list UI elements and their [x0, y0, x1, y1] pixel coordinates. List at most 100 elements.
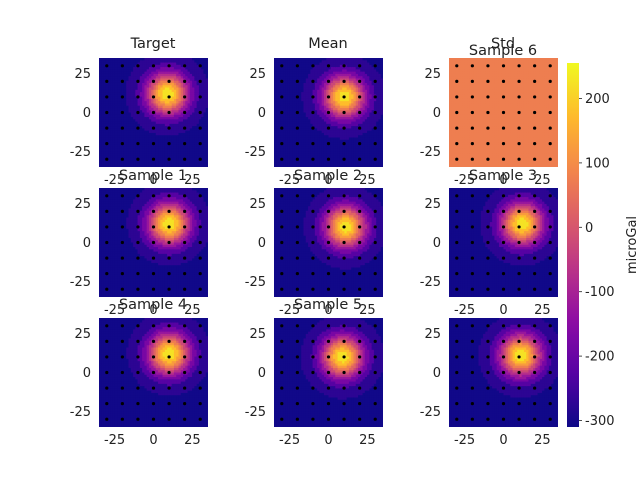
observation-point: [517, 194, 521, 198]
colorbar-tick-label: 200: [585, 92, 610, 107]
observation-point: [311, 324, 315, 328]
observation-point: [167, 142, 171, 146]
observation-point: [455, 157, 459, 161]
observation-point: [295, 209, 299, 213]
observation-point: [373, 240, 377, 245]
observation-point: [342, 142, 346, 146]
observation-point: [326, 386, 331, 390]
observation-point: [486, 272, 490, 276]
observation-point: [486, 110, 490, 115]
observation-point: [501, 240, 506, 245]
observation-point: [183, 126, 187, 130]
observation-point: [136, 194, 140, 198]
observation-point: [373, 272, 377, 276]
observation-point: [105, 64, 109, 68]
observation-point: [120, 110, 124, 115]
y-tick-label: 25: [424, 67, 441, 82]
observation-point: [105, 157, 109, 161]
observation-point: [295, 95, 299, 99]
observation-point: [183, 272, 187, 276]
y-tick-label: 0: [433, 106, 441, 121]
observation-point: [280, 402, 284, 406]
observation-point: [167, 126, 171, 130]
colorbar-gradient: [567, 63, 579, 427]
observation-point: [151, 287, 156, 291]
observation-point: [105, 370, 109, 375]
observation-point: [167, 417, 171, 421]
observation-point: [198, 272, 202, 276]
observation-point: [455, 95, 459, 99]
observation-point: [455, 256, 459, 260]
observation-point: [183, 287, 187, 291]
y-tick-label: 0: [433, 366, 441, 381]
observation-point: [167, 370, 171, 375]
observation-point: [373, 417, 377, 421]
x-tick-label: -25: [279, 303, 300, 318]
panel-title-sample-6: Sample 6: [469, 43, 537, 59]
observation-point: [342, 64, 346, 68]
x-tick-label: 0: [149, 433, 157, 448]
colorbar: 200 100 0 -100 -200 -300 microGal: [567, 63, 640, 429]
observation-point: [373, 64, 377, 68]
observation-point: [533, 287, 537, 291]
observation-point: [501, 142, 506, 146]
observation-point: [105, 126, 109, 130]
observation-point: [105, 402, 109, 406]
observation-points: [105, 64, 202, 161]
observation-point: [326, 355, 331, 359]
observation-points: [455, 64, 552, 161]
observation-point: [455, 110, 459, 115]
observation-points: [455, 194, 552, 291]
observation-point: [105, 355, 109, 359]
observation-point: [517, 209, 521, 213]
observation-point: [120, 339, 124, 343]
observation-point: [198, 194, 202, 198]
observation-point: [501, 194, 506, 198]
observation-point: [533, 79, 537, 83]
observation-point: [470, 339, 474, 343]
observation-point: [533, 142, 537, 146]
observation-point: [120, 272, 124, 276]
observation-point: [342, 287, 346, 291]
observation-point: [198, 324, 202, 328]
observation-point: [533, 386, 537, 390]
observation-point: [183, 209, 187, 213]
observation-point: [358, 370, 362, 375]
observation-point: [311, 95, 315, 99]
observation-point: [548, 370, 552, 375]
observation-point: [105, 225, 109, 229]
observation-point: [358, 324, 362, 328]
observation-point: [280, 142, 284, 146]
y-tick-label: 0: [258, 366, 266, 381]
observation-point: [486, 287, 490, 291]
observation-point: [120, 324, 124, 328]
observation-point: [183, 79, 187, 83]
observation-point: [136, 209, 140, 213]
observation-point: [151, 225, 156, 229]
observation-point: [198, 126, 202, 130]
observation-point: [198, 256, 202, 260]
observation-point: [326, 126, 331, 130]
observation-point: [183, 194, 187, 198]
observation-point: [501, 79, 506, 83]
observation-point: [120, 64, 124, 68]
observation-point: [455, 209, 459, 213]
observation-point: [486, 417, 490, 421]
observation-point: [486, 64, 490, 68]
observation-point: [548, 324, 552, 328]
observation-point: [486, 194, 490, 198]
observation-point: [342, 324, 346, 328]
observation-point: [455, 339, 459, 343]
observation-point: [501, 157, 506, 161]
observation-point: [501, 256, 506, 260]
y-tick-label: 25: [424, 327, 441, 342]
observation-point: [548, 240, 552, 245]
observation-point: [533, 110, 537, 115]
observation-point: [151, 209, 156, 213]
panel-title-sample-2: Sample 2: [294, 168, 362, 184]
observation-point: [198, 225, 202, 229]
observation-point: [167, 64, 171, 68]
observation-point: [311, 79, 315, 83]
observation-point: [167, 256, 171, 260]
